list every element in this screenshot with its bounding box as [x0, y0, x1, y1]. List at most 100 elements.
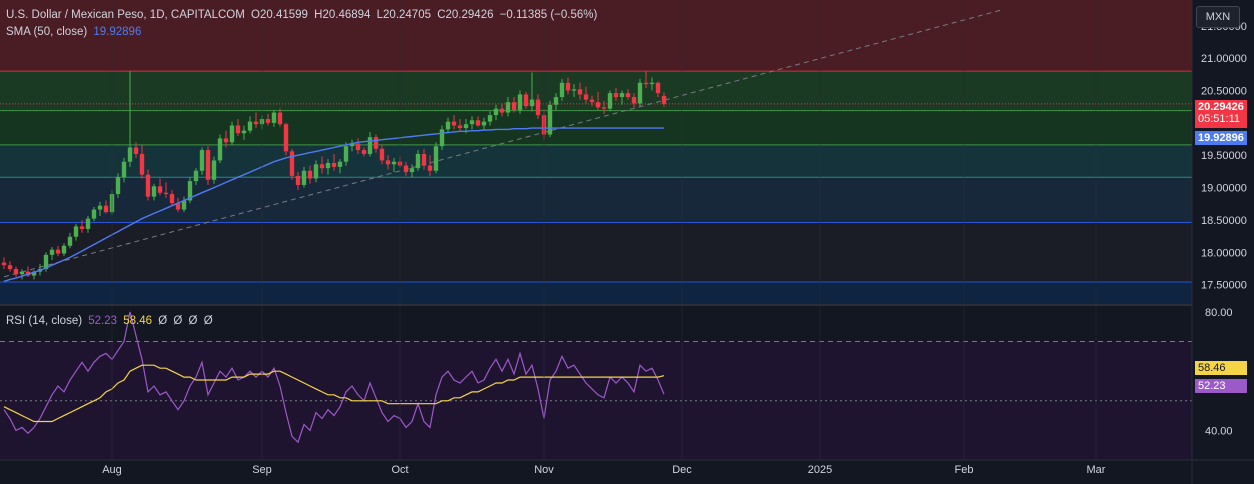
- rsi-axis-label: 80.00: [1205, 307, 1233, 319]
- price-axis-bg: [1192, 0, 1254, 484]
- candle-up: [301, 170, 307, 185]
- candle-down: [511, 102, 517, 110]
- candle-up: [193, 170, 199, 182]
- candle-up: [439, 129, 445, 147]
- candle-down: [379, 148, 385, 161]
- candle-down: [205, 150, 211, 180]
- time-axis-label: Aug: [102, 464, 122, 476]
- price-zone: [0, 282, 1192, 304]
- candle-up: [229, 125, 235, 143]
- price-axis-label: 17.50000: [1201, 280, 1247, 292]
- low-value: 20.24705: [383, 9, 431, 21]
- candle-down: [289, 151, 295, 176]
- candle-up: [337, 161, 343, 167]
- last-price-value: 20.29426: [1198, 101, 1244, 113]
- candle-up: [619, 93, 625, 98]
- price-axis-label: 19.00000: [1201, 183, 1247, 195]
- sma-price-tag: 19.92896: [1195, 131, 1247, 145]
- candle-up: [49, 249, 55, 255]
- candle-down: [283, 124, 289, 152]
- candle-up: [241, 130, 247, 134]
- time-axis-label: Mar: [1087, 464, 1106, 476]
- currency-button[interactable]: MXN: [1196, 6, 1240, 28]
- na-value: Ø: [188, 315, 198, 327]
- candle-up: [415, 153, 421, 169]
- candle-down: [385, 160, 391, 165]
- candle-down: [13, 269, 19, 275]
- price-axis-label: 19.50000: [1201, 150, 1247, 162]
- candle-down: [169, 194, 175, 204]
- open-label: O: [251, 9, 260, 21]
- candle-up: [433, 146, 439, 171]
- time-axis-label: Oct: [391, 464, 408, 476]
- candle-up: [67, 236, 73, 246]
- candle-down: [403, 165, 409, 173]
- candle-down: [661, 95, 667, 104]
- candle-up: [349, 143, 355, 147]
- candle-up: [607, 93, 613, 109]
- candle-down: [427, 165, 433, 171]
- candle-up: [649, 82, 655, 85]
- candle-down: [235, 125, 241, 134]
- candle-up: [529, 99, 535, 107]
- candle-up: [127, 147, 133, 162]
- candle-up: [493, 108, 499, 116]
- candle-down: [457, 125, 463, 129]
- sma-legend[interactable]: SMA (50, close) 19.92896: [6, 25, 144, 39]
- candle-down: [139, 153, 145, 175]
- candle-up: [31, 271, 37, 276]
- candle-up: [367, 137, 373, 154]
- candle-down: [451, 121, 457, 126]
- candle-up: [313, 164, 319, 179]
- candle-down: [277, 112, 283, 125]
- candle-down: [175, 203, 181, 210]
- rsi-value: 52.23: [88, 315, 118, 327]
- price-axis-label: 18.00000: [1201, 247, 1247, 259]
- na-value: Ø: [203, 315, 213, 327]
- candle-up: [85, 218, 91, 229]
- na-value: Ø: [173, 315, 183, 327]
- sma-label: SMA (50, close): [6, 26, 88, 38]
- sma-line: [3, 127, 664, 283]
- candle-up: [463, 124, 469, 129]
- candle-up: [637, 82, 643, 104]
- high-value: 20.46894: [322, 9, 371, 21]
- candle-down: [55, 249, 61, 254]
- pane-separator: [0, 304, 1254, 306]
- price-axis-label: 18.50000: [1201, 215, 1247, 227]
- candle-up: [559, 82, 565, 98]
- candle-down: [373, 137, 379, 149]
- candle-up: [571, 89, 577, 91]
- candle-down: [163, 192, 169, 195]
- na-value: Ø: [158, 315, 168, 327]
- candle-down: [253, 121, 259, 125]
- candle-up: [505, 102, 511, 113]
- candle-up: [97, 205, 103, 210]
- candle-down: [265, 119, 271, 123]
- candle-up: [211, 160, 217, 180]
- rsi-legend[interactable]: RSI (14, close) 52.23 58.46 Ø Ø Ø Ø: [6, 314, 216, 328]
- candle-down: [535, 99, 541, 116]
- candle-down: [601, 107, 607, 109]
- candle-down: [523, 94, 529, 107]
- candle-down: [223, 138, 229, 143]
- price-zone: [0, 144, 1192, 178]
- candle-up: [217, 138, 223, 161]
- time-axis-label: 2025: [808, 464, 832, 476]
- trendline: [3, 9, 1001, 278]
- price-zone: [0, 222, 1192, 283]
- candle-down: [145, 174, 151, 197]
- candle-down: [643, 82, 649, 85]
- candle-up: [181, 200, 187, 210]
- close-value: 20.29426: [445, 9, 494, 21]
- candle-down: [589, 99, 595, 103]
- candle-up: [115, 177, 121, 195]
- candle-down: [475, 120, 481, 126]
- rsi-line: [3, 311, 665, 444]
- candle-up: [343, 146, 349, 162]
- candle-down: [421, 153, 427, 166]
- price-zone: [0, 0, 1192, 72]
- candle-up: [547, 104, 553, 135]
- rsi-tag: 52.23: [1195, 379, 1247, 393]
